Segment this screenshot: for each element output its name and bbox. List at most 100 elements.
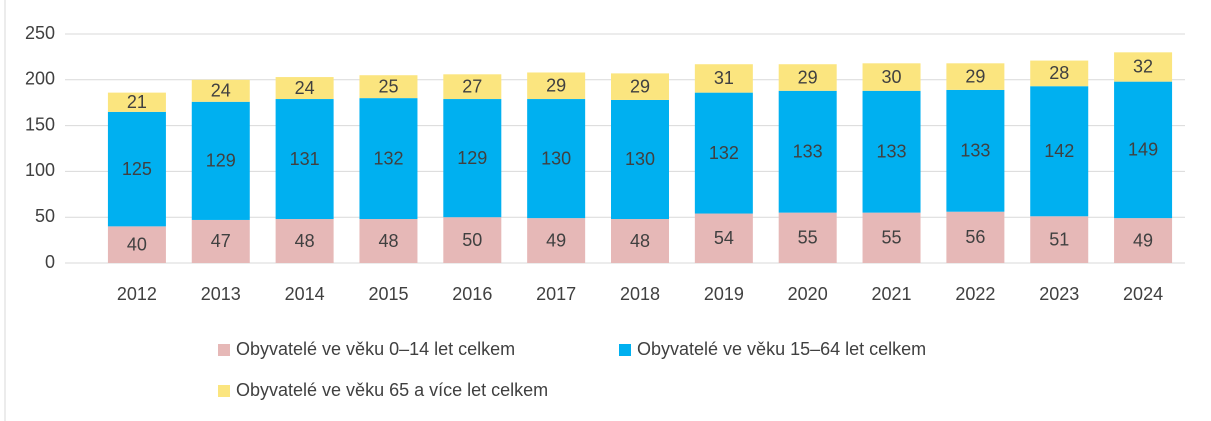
x-tick-label: 2018 <box>620 284 660 304</box>
bar-segment <box>527 99 586 219</box>
bar-segment <box>778 212 837 263</box>
data-label: 129 <box>206 151 236 171</box>
data-label: 130 <box>625 149 655 169</box>
data-label: 21 <box>127 92 147 112</box>
legend-label: Obyvatelé ve věku 0–14 let celkem <box>236 339 515 359</box>
y-tick-label: 200 <box>25 69 55 89</box>
bar-segment <box>359 219 418 263</box>
data-label: 125 <box>122 159 152 179</box>
data-label: 29 <box>546 76 566 96</box>
bar-segment <box>275 77 334 100</box>
bar-segment <box>946 89 1005 212</box>
bar-segment <box>946 63 1005 90</box>
data-label: 48 <box>630 231 650 251</box>
data-label: 133 <box>960 141 990 161</box>
legend-swatch <box>218 385 230 397</box>
bar-segment <box>694 92 753 214</box>
data-label: 54 <box>714 228 734 248</box>
y-tick-label: 150 <box>25 114 55 134</box>
data-label: 48 <box>378 231 398 251</box>
bar-segment <box>191 79 250 102</box>
data-label: 131 <box>290 149 320 169</box>
data-label: 32 <box>1133 57 1153 77</box>
data-label: 25 <box>378 76 398 96</box>
bar-segment <box>191 101 250 220</box>
bar-segment <box>359 75 418 99</box>
bar-segment <box>443 74 502 100</box>
x-tick-label: 2013 <box>201 284 241 304</box>
data-label: 130 <box>541 148 571 168</box>
x-tick-label: 2021 <box>872 284 912 304</box>
bar-segment <box>275 219 334 263</box>
data-label: 27 <box>462 76 482 96</box>
bar-segment <box>1114 81 1173 219</box>
bar-segment <box>107 111 166 227</box>
bar-segment <box>1030 86 1089 217</box>
bar-segment <box>443 217 502 263</box>
data-label: 56 <box>965 227 985 247</box>
bar-segment <box>527 72 586 100</box>
bar-segment <box>1114 52 1173 82</box>
data-label: 142 <box>1044 141 1074 161</box>
bar-segment <box>611 219 669 263</box>
legend-swatch <box>619 344 631 356</box>
bar-segment <box>1114 218 1173 263</box>
data-label: 55 <box>882 228 902 248</box>
bar-segment <box>611 73 669 100</box>
data-label: 49 <box>1133 230 1153 250</box>
data-label: 51 <box>1049 229 1069 249</box>
bar-segment <box>694 213 753 263</box>
x-tick-label: 2022 <box>955 284 995 304</box>
y-tick-label: 50 <box>35 206 55 226</box>
bar-segment <box>1030 60 1089 87</box>
data-label: 48 <box>295 231 315 251</box>
bar-segment <box>611 99 669 220</box>
data-label: 29 <box>798 67 818 87</box>
bar-segment <box>946 211 1005 263</box>
legend-label: Obyvatelé ve věku 65 a více let celkem <box>236 380 548 400</box>
data-label: 24 <box>295 78 315 98</box>
data-label: 55 <box>798 228 818 248</box>
bar-segment <box>778 90 837 213</box>
data-label: 24 <box>211 81 231 101</box>
data-label: 49 <box>546 230 566 250</box>
x-tick-label: 2017 <box>536 284 576 304</box>
data-label: 50 <box>462 230 482 250</box>
data-label: 40 <box>127 234 147 254</box>
data-label: 149 <box>1128 140 1158 160</box>
bar-segment <box>1030 216 1089 263</box>
bar-segment <box>527 218 586 263</box>
x-tick-label: 2014 <box>285 284 325 304</box>
data-label: 29 <box>630 76 650 96</box>
data-label: 28 <box>1049 63 1069 83</box>
data-label: 132 <box>373 148 403 168</box>
bar-segment <box>778 64 837 91</box>
bar-segment <box>359 98 418 220</box>
bar-segment <box>694 64 753 93</box>
x-tick-label: 2024 <box>1123 284 1163 304</box>
data-label: 30 <box>882 67 902 87</box>
bar-segment <box>275 99 334 220</box>
data-label: 47 <box>211 231 231 251</box>
bar-segment <box>443 99 502 218</box>
x-tick-label: 2023 <box>1039 284 1079 304</box>
bar-segment <box>191 219 250 263</box>
bar-segment <box>107 226 166 263</box>
y-tick-label: 0 <box>45 252 55 272</box>
bar-segment <box>862 90 921 213</box>
legend-label: Obyvatelé ve věku 15–64 let celkem <box>637 339 926 359</box>
x-tick-label: 2019 <box>704 284 744 304</box>
x-tick-label: 2016 <box>452 284 492 304</box>
data-label: 133 <box>793 141 823 161</box>
bar-segment <box>862 63 921 91</box>
data-label: 129 <box>457 148 487 168</box>
x-tick-label: 2020 <box>788 284 828 304</box>
bar-segment <box>107 92 166 112</box>
data-label: 133 <box>877 141 907 161</box>
x-tick-label: 2015 <box>368 284 408 304</box>
y-tick-label: 250 <box>25 23 55 43</box>
x-tick-label: 2012 <box>117 284 157 304</box>
bar-segment <box>862 212 921 263</box>
y-tick-label: 100 <box>25 160 55 180</box>
